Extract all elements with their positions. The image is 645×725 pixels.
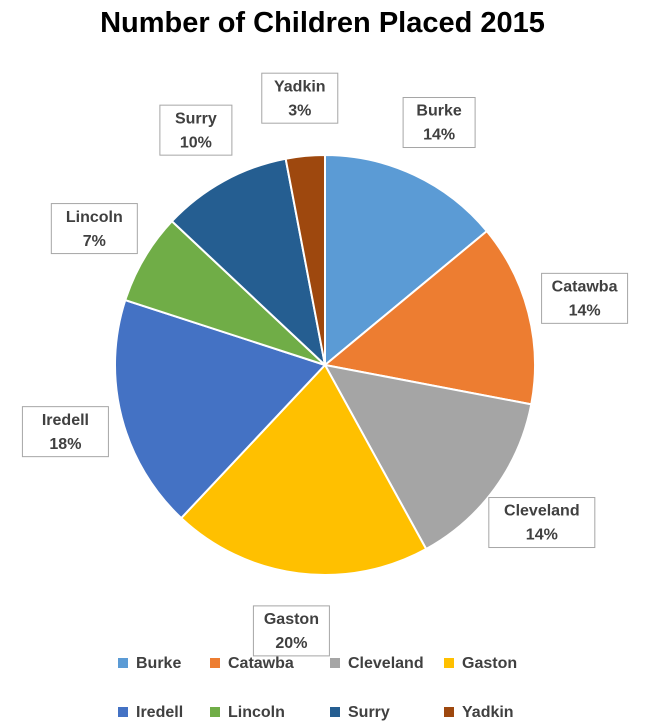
legend-label: Gaston	[462, 655, 517, 672]
data-label-box	[159, 104, 233, 156]
legend-swatch	[444, 658, 454, 668]
data-label-name: Iredell	[42, 412, 89, 429]
pie-slice	[114, 298, 327, 520]
data-label-box	[50, 203, 138, 255]
legend-label: Yadkin	[462, 704, 514, 721]
data-label-box	[541, 272, 629, 324]
data-label-value: 14%	[423, 127, 455, 144]
legend-label: Surry	[348, 704, 390, 721]
pie-slice	[179, 363, 428, 576]
data-label-value: 14%	[569, 303, 601, 320]
legend-swatch	[210, 658, 220, 668]
data-label-name: Lincoln	[66, 209, 123, 226]
data-label-value: 7%	[83, 233, 106, 250]
data-label-name: Catawba	[552, 279, 618, 296]
legend-swatch	[210, 707, 220, 717]
data-label-name: Yadkin	[274, 78, 326, 95]
legend-swatch	[118, 658, 128, 668]
legend-swatch	[118, 707, 128, 717]
data-label-box	[252, 605, 330, 657]
data-label-box	[261, 72, 339, 124]
data-label-value: 20%	[275, 635, 307, 652]
data-label-box	[21, 406, 109, 458]
legend-label: Burke	[136, 655, 181, 672]
data-label-value: 18%	[49, 436, 81, 453]
data-label-name: Cleveland	[504, 503, 580, 520]
legend-label: Lincoln	[228, 704, 285, 721]
data-label-name: Gaston	[264, 611, 319, 628]
data-label-name: Burke	[416, 103, 461, 120]
pie-slice	[284, 153, 326, 366]
pie-slice	[322, 229, 536, 406]
legend-swatch	[330, 658, 340, 668]
pie-slice	[324, 153, 489, 368]
legend-label: Cleveland	[348, 655, 424, 672]
data-label-name: Surry	[175, 110, 217, 127]
data-label-value: 3%	[288, 102, 311, 119]
legend-label: Catawba	[228, 655, 294, 672]
legend-label: Iredell	[136, 704, 183, 721]
pie-slice	[323, 363, 533, 551]
data-label-value: 10%	[180, 134, 212, 151]
legend-swatch	[330, 707, 340, 717]
chart-title: Number of Children Placed 2015	[100, 7, 545, 39]
data-label-box	[402, 97, 476, 149]
data-label-value: 14%	[526, 527, 558, 544]
data-label-box	[488, 497, 596, 549]
legend-swatch	[444, 707, 454, 717]
pie-slice	[170, 157, 327, 368]
